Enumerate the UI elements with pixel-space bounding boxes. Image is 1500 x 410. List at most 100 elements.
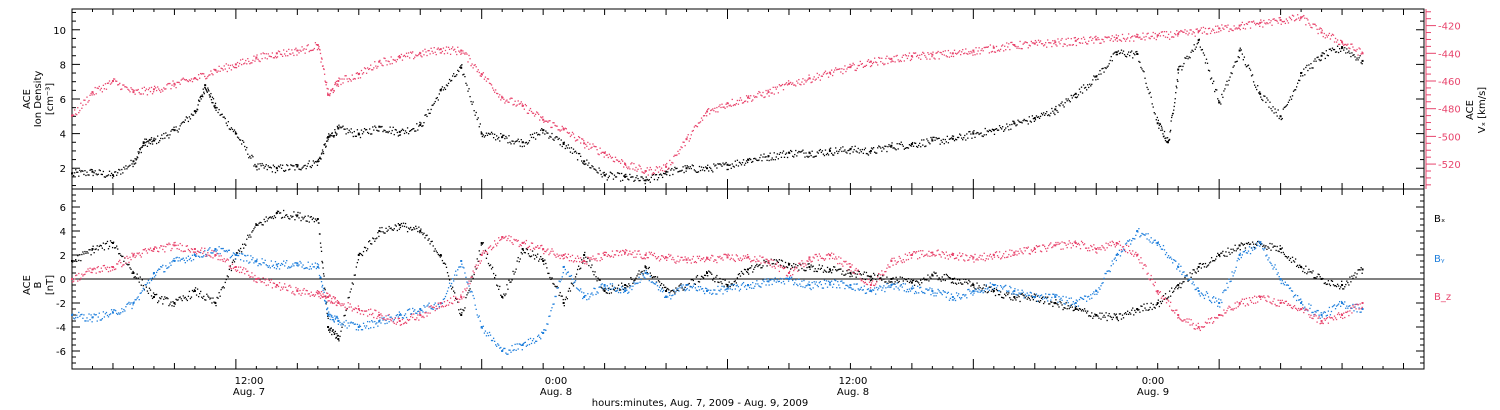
data-point-trace: [397, 56, 400, 58]
data-point-trace: [656, 276, 659, 278]
data-point-trace: [93, 252, 95, 254]
data-point-trace: [1200, 267, 1203, 269]
data-point-trace: [1172, 112, 1174, 115]
data-point-trace: [323, 291, 325, 294]
data-point-trace: [599, 279, 601, 281]
data-point-trace: [188, 258, 191, 261]
data-point-trace: [817, 76, 819, 79]
data-point-trace: [1327, 280, 1330, 282]
data-point-trace: [519, 258, 521, 260]
data-point-trace: [840, 268, 842, 270]
data-point-trace: [1258, 92, 1260, 94]
data-point-trace: [399, 313, 402, 315]
data-point-trace: [1028, 44, 1030, 46]
data-point-trace: [890, 281, 892, 283]
data-point: [767, 280, 770, 283]
data-point-trace: [308, 50, 310, 53]
data-point-trace: [421, 56, 423, 58]
data-point-trace: [1101, 68, 1103, 70]
data-point-trace: [395, 129, 397, 131]
data-point-trace: [773, 152, 775, 154]
data-point-trace: [558, 129, 560, 131]
data-point-trace: [280, 217, 283, 219]
data-point-trace: [628, 166, 630, 168]
data-point-trace: [382, 130, 384, 133]
data-point-trace: [1264, 22, 1266, 24]
data-point-trace: [1355, 59, 1357, 61]
data-point-trace: [1308, 64, 1310, 66]
data-point-trace: [323, 287, 326, 289]
data-point-trace: [643, 270, 645, 272]
data-point-trace: [497, 138, 499, 140]
data-point-trace: [809, 268, 811, 270]
data-point-trace: [1220, 252, 1222, 254]
data-point-trace: [219, 295, 221, 297]
data-point-trace: [1105, 36, 1107, 38]
data-point-trace: [176, 299, 178, 301]
data-point-trace: [872, 146, 875, 149]
data-point-trace: [1197, 41, 1199, 44]
data-point-trace: [538, 260, 540, 262]
data-point-trace: [946, 274, 949, 277]
data-point-trace: [947, 276, 950, 278]
data-point-trace: [410, 313, 412, 315]
data-point-trace: [223, 65, 225, 67]
data-point-trace: [967, 53, 969, 55]
data-point-trace: [1213, 259, 1215, 262]
data-point-trace: [1039, 40, 1042, 42]
data-point-trace: [952, 135, 955, 137]
data-point-trace: [214, 69, 216, 71]
data-point: [828, 268, 831, 271]
data-point-trace: [1351, 52, 1353, 54]
data-point-trace: [220, 288, 222, 291]
data-point-trace: [994, 294, 997, 297]
data-point-trace: [1062, 45, 1064, 48]
data-point-trace: [1239, 249, 1241, 251]
data-point-trace: [471, 291, 473, 293]
data-point-trace: [1182, 31, 1184, 33]
data-point-trace: [343, 315, 345, 317]
data-point-trace: [312, 217, 314, 219]
data-point-trace: [401, 59, 404, 61]
data-point-trace: [1134, 54, 1136, 56]
data-point-trace: [565, 296, 567, 298]
data-point-trace: [1008, 129, 1010, 131]
data-point-trace: [124, 168, 126, 170]
data-point-trace: [750, 267, 752, 269]
data-point-trace: [416, 312, 418, 315]
data-point-trace: [764, 96, 766, 98]
data-point-trace: [258, 263, 260, 265]
data-point-trace: [86, 96, 88, 98]
data-point-trace: [608, 153, 611, 155]
data-point-trace: [777, 261, 780, 264]
data-point-trace: [138, 152, 140, 155]
data-point-trace: [1002, 126, 1004, 128]
data-point-trace: [434, 302, 436, 304]
data-point-trace: [255, 223, 257, 225]
data-point-trace: [1059, 43, 1061, 45]
data-point-trace: [976, 131, 978, 134]
data-point-trace: [679, 170, 681, 172]
data-point-trace: [161, 296, 163, 298]
data-point-trace: [213, 301, 215, 303]
data-point-trace: [695, 276, 698, 278]
data-point-trace: [235, 132, 238, 135]
data-point-trace: [671, 168, 673, 170]
data-point-trace: [176, 256, 178, 259]
data-point-trace: [681, 169, 683, 172]
data-point-trace: [1227, 24, 1229, 26]
data-point-trace: [1268, 247, 1270, 249]
data-point-trace: [340, 330, 342, 332]
data-point-trace: [1301, 71, 1303, 74]
data-point-trace: [385, 60, 387, 62]
data-point-trace: [417, 54, 419, 57]
data-point-trace: [370, 64, 372, 66]
data-point-trace: [1252, 81, 1255, 83]
data-point-trace: [444, 49, 447, 52]
data-point-trace: [982, 135, 984, 138]
data-point-trace: [792, 266, 794, 268]
data-point-trace: [201, 95, 203, 98]
data-point-trace: [315, 220, 318, 222]
data-point-trace: [361, 329, 364, 331]
data-point-trace: [1331, 280, 1334, 282]
